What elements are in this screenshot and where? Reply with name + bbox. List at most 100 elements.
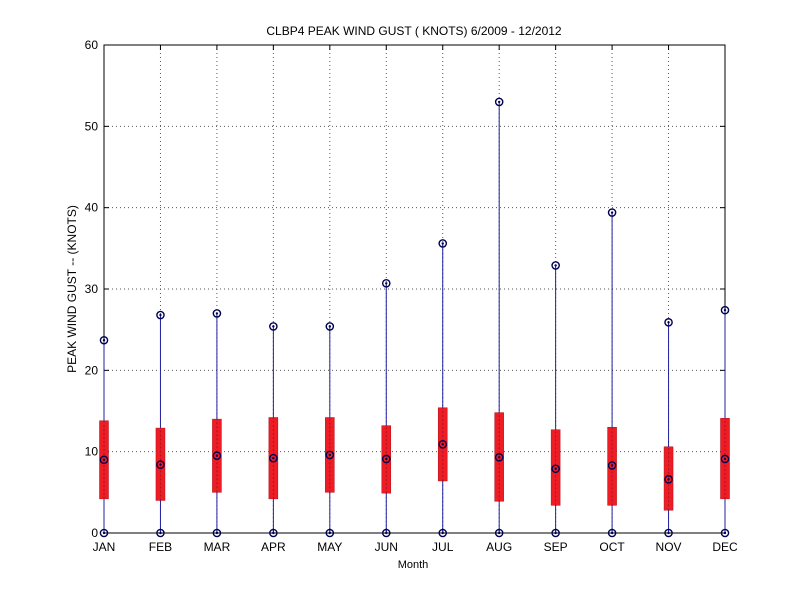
median-marker — [381, 454, 391, 464]
x-tick-label: AUG — [486, 540, 512, 554]
max-marker-dot — [441, 242, 444, 245]
x-tick-label: FEB — [149, 540, 172, 554]
max-marker-dot — [385, 282, 388, 285]
min-marker-dot — [497, 531, 501, 535]
y-axis-label: PEAK WIND GUST -- (KNOTS) — [65, 205, 79, 373]
max-marker-dot — [554, 264, 557, 267]
y-tick-label: 0 — [91, 526, 98, 540]
box-nov — [663, 318, 674, 538]
median-marker-dot — [385, 457, 388, 461]
box-oct — [607, 208, 617, 538]
median-marker-dot — [554, 467, 557, 470]
max-marker-dot — [610, 211, 614, 214]
y-tick-label: 10 — [85, 445, 99, 459]
min-marker-dot — [102, 531, 106, 535]
median-marker — [494, 453, 504, 462]
box-jun — [381, 279, 392, 538]
x-axis-label: Month — [398, 559, 429, 571]
max-marker — [269, 322, 278, 331]
x-tick-label: JUN — [375, 540, 398, 554]
max-marker — [438, 239, 448, 248]
max-marker — [325, 322, 335, 331]
x-tick-label: NOV — [656, 540, 682, 554]
median-marker — [212, 451, 222, 461]
max-marker — [494, 97, 504, 107]
median-marker-dot — [667, 478, 670, 481]
median-marker-dot — [272, 456, 275, 460]
median-marker-dot — [159, 463, 162, 466]
y-tick-label: 30 — [85, 282, 99, 296]
min-marker — [551, 528, 560, 538]
median-marker-dot — [610, 464, 614, 467]
tick-labels: 0 10 20 30 40 50 60 JAN FEB MAR APR MAY JUN JUL AUG SEP… — [85, 38, 738, 554]
x-tick-label: JUL — [432, 540, 454, 554]
min-marker-dot — [215, 531, 219, 535]
x-tick-label: MAR — [204, 540, 231, 554]
box-apr — [268, 322, 279, 538]
median-marker-dot — [723, 457, 727, 461]
box-feb — [155, 310, 166, 538]
box-sep — [550, 261, 561, 538]
min-marker — [99, 528, 109, 538]
x-tick-label: DEC — [712, 540, 738, 554]
x-tick-label: SEP — [544, 540, 568, 554]
y-tick-label: 50 — [85, 119, 99, 133]
median-marker-dot — [441, 443, 444, 446]
median-marker — [99, 455, 109, 465]
median-marker-dot — [102, 458, 106, 461]
min-marker-dot — [554, 531, 557, 535]
min-marker — [607, 528, 617, 538]
max-marker-dot — [159, 313, 162, 317]
max-marker-dot — [328, 325, 332, 328]
min-marker-dot — [159, 531, 162, 535]
median-marker — [156, 460, 165, 469]
median-marker — [269, 453, 278, 463]
x-tick-label: MAY — [317, 540, 342, 554]
min-marker — [269, 528, 278, 538]
median-marker — [664, 475, 673, 484]
max-marker — [607, 208, 617, 217]
chart-title: CLBP4 PEAK WIND GUST ( KNOTS) 6/2009 - 1… — [266, 24, 562, 38]
x-tick-label: JAN — [93, 540, 116, 554]
median-marker — [607, 461, 617, 470]
box-jan — [99, 335, 109, 538]
min-marker — [720, 528, 730, 538]
max-marker — [551, 261, 560, 270]
box-dec — [720, 305, 730, 538]
box-jul — [437, 239, 448, 538]
min-marker-dot — [385, 531, 388, 535]
min-marker — [156, 528, 165, 538]
max-marker — [381, 279, 391, 288]
max-marker-dot — [723, 308, 727, 312]
max-marker-dot — [667, 321, 670, 324]
min-marker-dot — [723, 531, 727, 535]
min-marker — [381, 528, 391, 538]
box-series — [99, 97, 730, 538]
y-tick-label: 60 — [85, 38, 99, 52]
plot-frame — [103, 44, 726, 534]
max-marker — [664, 318, 673, 327]
median-marker-dot — [328, 453, 332, 457]
min-marker — [664, 528, 673, 538]
max-marker — [212, 309, 222, 318]
max-marker — [99, 335, 109, 345]
box-aug — [494, 97, 504, 538]
max-marker-dot — [272, 325, 275, 328]
median-marker-dot — [215, 454, 219, 457]
max-marker-dot — [102, 339, 106, 342]
x-tick-label: APR — [261, 540, 286, 554]
min-marker — [212, 528, 222, 538]
median-marker — [438, 440, 448, 449]
min-marker-dot — [441, 531, 444, 535]
median-marker — [720, 454, 730, 464]
x-tick-label: OCT — [599, 540, 625, 554]
axes — [103, 44, 726, 534]
min-marker — [325, 528, 335, 538]
max-marker-dot — [497, 100, 501, 104]
y-tick-label: 40 — [85, 201, 99, 215]
median-marker — [551, 464, 560, 474]
min-marker-dot — [328, 531, 332, 535]
grid-lines — [104, 45, 725, 533]
box-mar — [212, 309, 222, 538]
